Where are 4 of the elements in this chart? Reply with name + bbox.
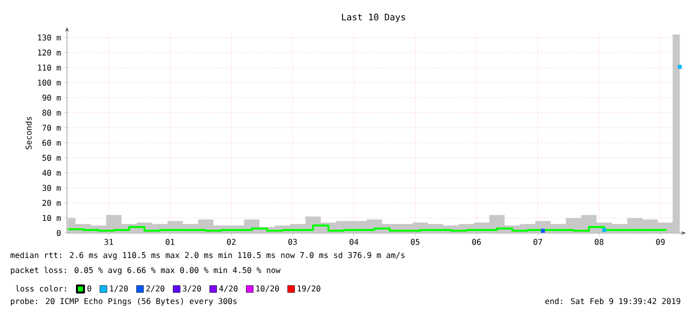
point <box>678 64 682 69</box>
point <box>540 228 545 233</box>
chart-title: Last 10 Days <box>342 14 406 22</box>
point <box>602 228 606 232</box>
